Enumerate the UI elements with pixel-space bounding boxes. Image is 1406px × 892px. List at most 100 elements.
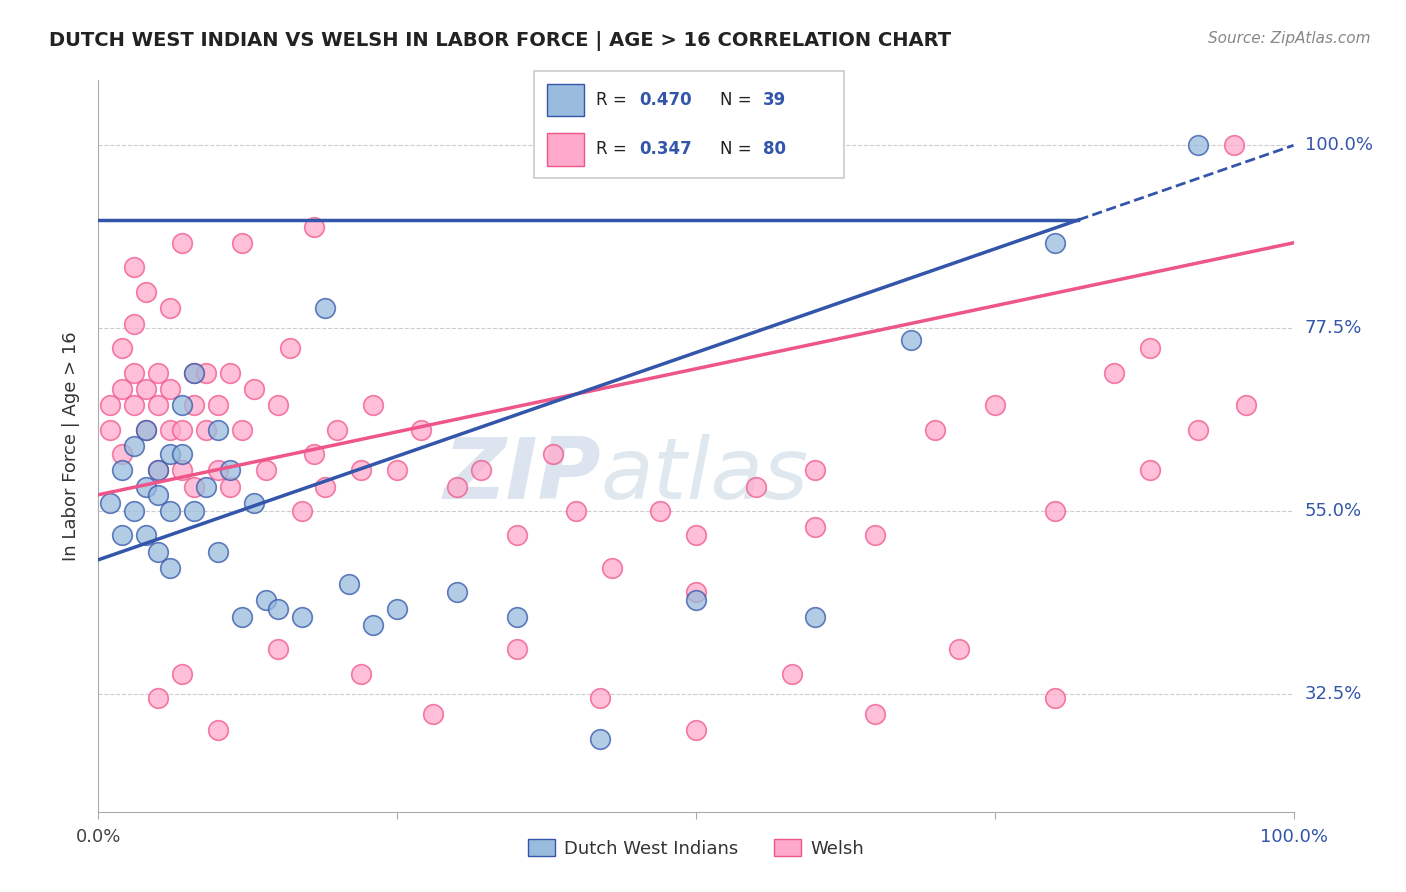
Text: 0.0%: 0.0% (76, 829, 121, 847)
Point (159, 447, 181, 461)
Text: 0.470: 0.470 (640, 91, 692, 109)
Text: N =: N = (720, 91, 756, 109)
Point (231, 609, 253, 624)
Point (195, 366, 218, 380)
Point (231, 423, 253, 437)
Point (135, 285, 157, 299)
Point (111, 528, 134, 542)
Point (745, 480, 768, 494)
Point (135, 528, 157, 542)
Point (148, 463, 170, 477)
Point (506, 642, 529, 657)
Point (124, 260, 146, 275)
Point (231, 235, 253, 250)
Point (1139, 342, 1161, 356)
Point (172, 447, 194, 461)
Text: 55.0%: 55.0% (1305, 502, 1362, 520)
Point (446, 585, 468, 599)
Point (315, 301, 337, 315)
Point (865, 528, 887, 542)
Point (207, 544, 229, 558)
Point (219, 480, 242, 494)
Point (363, 617, 385, 632)
Point (254, 463, 277, 477)
FancyBboxPatch shape (547, 134, 583, 166)
Text: 100.0%: 100.0% (1305, 136, 1372, 154)
Point (278, 342, 301, 356)
Point (172, 463, 194, 477)
Point (648, 504, 672, 518)
Point (302, 447, 325, 461)
Point (254, 593, 277, 607)
Point (98, 423, 122, 437)
Point (183, 366, 205, 380)
Text: 77.5%: 77.5% (1305, 319, 1362, 337)
Point (326, 423, 349, 437)
Point (422, 707, 444, 722)
Point (124, 504, 146, 518)
Point (865, 707, 887, 722)
Point (685, 585, 707, 599)
Point (159, 382, 181, 396)
Point (195, 423, 218, 437)
Point (948, 642, 970, 657)
Point (541, 447, 564, 461)
Point (243, 496, 266, 510)
Point (159, 301, 181, 315)
Point (411, 423, 433, 437)
Text: 80: 80 (763, 141, 786, 159)
Point (602, 561, 624, 575)
Point (470, 463, 492, 477)
Point (135, 382, 157, 396)
Point (900, 334, 922, 348)
Text: atlas: atlas (600, 434, 808, 516)
Point (1043, 504, 1066, 518)
Point (291, 609, 314, 624)
Text: 100.0%: 100.0% (1260, 829, 1327, 847)
Point (589, 690, 612, 705)
Point (1234, 398, 1257, 412)
Point (195, 480, 218, 494)
Point (685, 593, 707, 607)
Point (506, 609, 529, 624)
Point (267, 642, 290, 657)
Point (148, 463, 170, 477)
Point (315, 480, 337, 494)
Point (589, 731, 612, 746)
Text: 39: 39 (763, 91, 786, 109)
Point (159, 504, 181, 518)
Point (207, 723, 229, 738)
Point (111, 382, 134, 396)
Point (291, 504, 314, 518)
Text: 0.347: 0.347 (640, 141, 692, 159)
Point (124, 317, 146, 331)
Point (148, 488, 170, 502)
Point (350, 666, 373, 681)
Point (183, 366, 205, 380)
Point (243, 382, 266, 396)
Point (207, 423, 229, 437)
Legend: Dutch West Indians, Welsh: Dutch West Indians, Welsh (520, 831, 872, 865)
Point (159, 561, 181, 575)
Point (98, 398, 122, 412)
Point (1187, 423, 1209, 437)
Point (780, 666, 803, 681)
Point (183, 504, 205, 518)
FancyBboxPatch shape (547, 84, 583, 116)
Point (124, 398, 146, 412)
Point (172, 666, 194, 681)
Point (207, 398, 229, 412)
Point (148, 398, 170, 412)
Point (339, 577, 361, 591)
Point (506, 528, 529, 542)
Point (172, 423, 194, 437)
Text: 32.5%: 32.5% (1305, 685, 1362, 703)
Point (111, 342, 134, 356)
Point (385, 463, 409, 477)
Point (159, 423, 181, 437)
Point (385, 601, 409, 615)
Point (183, 480, 205, 494)
Point (1139, 463, 1161, 477)
Point (135, 423, 157, 437)
Point (685, 723, 707, 738)
